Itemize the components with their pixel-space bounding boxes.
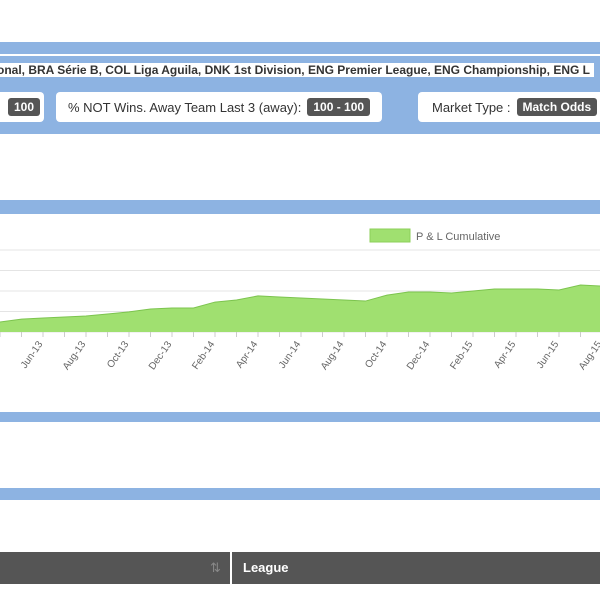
sort-icon[interactable]: ⇅ xyxy=(210,560,221,575)
x-tick-label: Feb-14 xyxy=(190,339,217,372)
filter-label: Market Type : xyxy=(432,99,511,115)
x-tick-label: Dec-13 xyxy=(147,339,175,372)
section-bar xyxy=(0,42,600,54)
x-tick-label: Apr-15 xyxy=(492,339,518,370)
x-tick-label: Aug-15 xyxy=(577,339,600,372)
filter-value: 100 - 100 xyxy=(307,98,371,116)
filter-box: Market Type : Match Odds xyxy=(418,92,600,122)
x-tick-label: Oct-13 xyxy=(105,339,131,370)
x-tick-label: Feb-15 xyxy=(448,339,475,372)
x-tick-label: Jun-13 xyxy=(19,339,46,371)
x-tick-label: Aug-13 xyxy=(61,339,89,372)
x-tick-label: Aug-14 xyxy=(319,339,347,372)
x-tick-label: Jun-14 xyxy=(277,339,304,371)
legend-label: P & L Cumulative xyxy=(416,231,500,243)
x-tick-label: Jun-15 xyxy=(535,339,562,371)
x-tick-label: Dec-14 xyxy=(405,339,433,372)
x-tick-label: Apr-13 xyxy=(0,339,3,370)
filter-box: 100 xyxy=(0,92,44,122)
area-fill xyxy=(0,285,600,332)
filter-value: Match Odds xyxy=(516,98,598,116)
x-tick-label: Oct-14 xyxy=(363,339,389,370)
filter-box: % NOT Wins. Away Team Last 3 (away): 100 … xyxy=(56,92,383,122)
legend-swatch xyxy=(369,228,411,243)
column-header[interactable]: League xyxy=(243,560,289,575)
section-bar xyxy=(0,412,600,422)
x-tick-label: Apr-14 xyxy=(234,339,260,370)
section-bar xyxy=(0,488,600,500)
filter-label: % NOT Wins. Away Team Last 3 (away): xyxy=(68,99,302,115)
league-list: cional, BRA Série B, COL Liga Aguila, DN… xyxy=(0,63,594,77)
filter-value: 100 xyxy=(7,98,40,116)
chart: P & L Cumulative Apr-13 Jun-13 Aug-13 Oct-1… xyxy=(0,228,600,372)
filter-row: 100 % NOT Wins. Away Team Last 3 (away):… xyxy=(0,84,600,134)
section-bar xyxy=(0,200,600,214)
table-header: ⇅ League xyxy=(0,552,600,584)
area-line xyxy=(0,284,600,323)
column-divider xyxy=(230,552,232,584)
league-filter: cional, BRA Série B, COL Liga Aguila, DN… xyxy=(0,56,600,84)
